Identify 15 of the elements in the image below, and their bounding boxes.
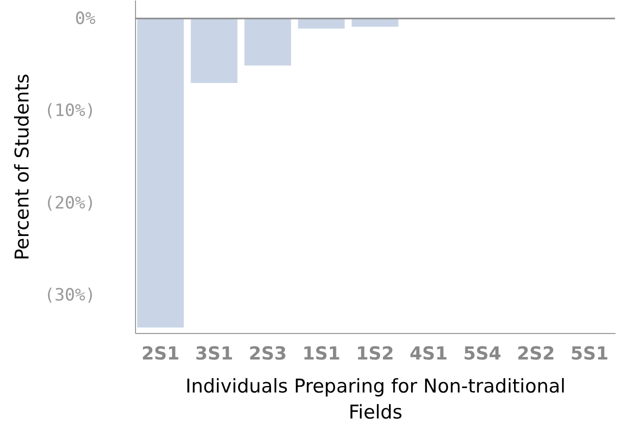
x-tick-label: 2S1	[141, 344, 180, 364]
x-tick-label: 5S1	[570, 344, 609, 364]
x-tick-label: 1S1	[302, 344, 340, 364]
x-tick-label: 2S3	[248, 344, 287, 364]
y-tick-label: 0%	[75, 8, 96, 29]
x-tick-label: 1S2	[356, 344, 394, 364]
x-tick-label: 2S2	[516, 344, 555, 364]
x-tick-label: 4S1	[410, 344, 448, 364]
y-axis-title: Percent of Students	[11, 74, 34, 260]
x-axis-title: Individuals Preparing for Non-traditional Fields	[185, 376, 566, 424]
x-tick-label: 5S4	[463, 344, 502, 364]
y-tick-label: (10%)	[44, 101, 96, 122]
y-tick-label: (20%)	[44, 193, 96, 214]
y-tick-label: (30%)	[44, 286, 96, 306]
x-tick-label: 3S1	[195, 344, 234, 364]
